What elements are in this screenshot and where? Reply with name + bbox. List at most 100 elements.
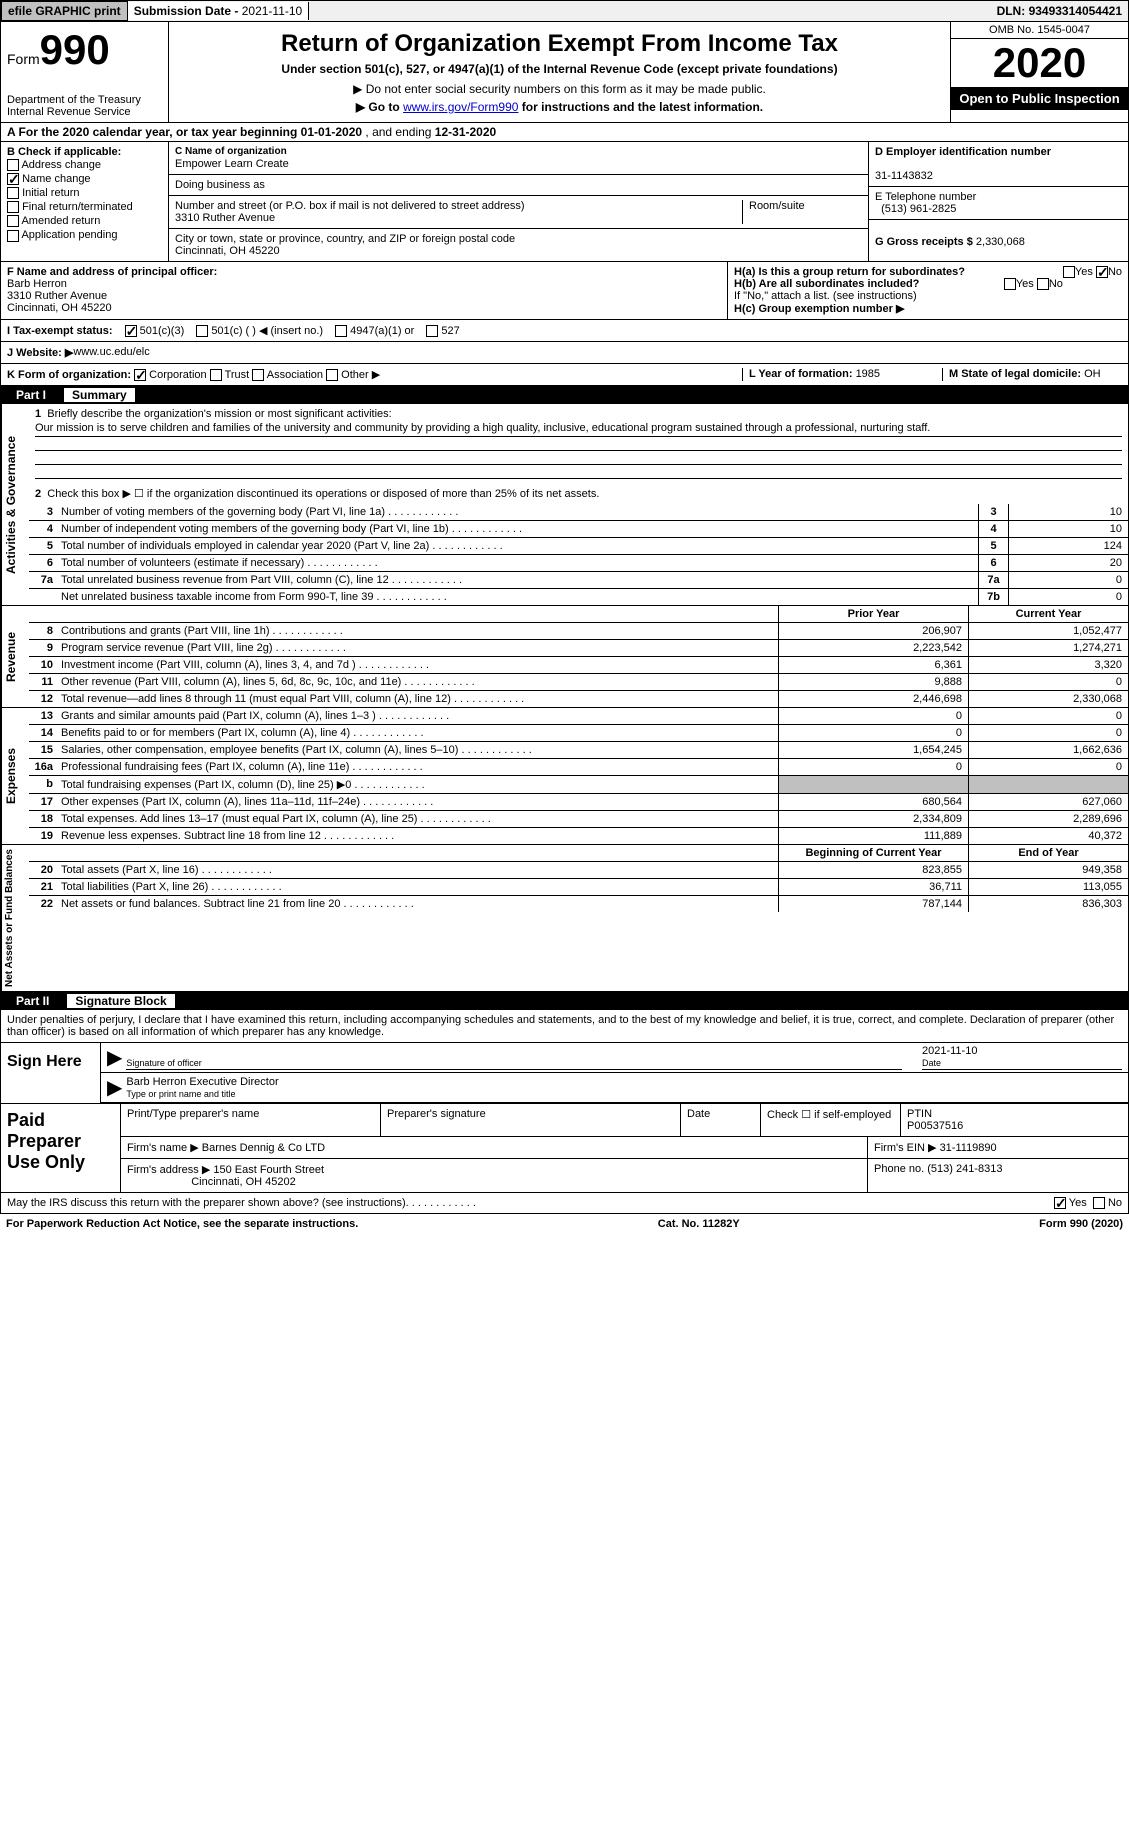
signature-block: Under penalties of perjury, I declare th… xyxy=(0,1010,1129,1214)
hb-yes: Yes xyxy=(1016,278,1034,290)
hb-yes-checkbox[interactable] xyxy=(1004,278,1016,290)
opt-assoc: Association xyxy=(267,369,323,381)
addr-label: Number and street (or P.O. box if mail i… xyxy=(175,200,525,212)
summary-line: 19Revenue less expenses. Subtract line 1… xyxy=(29,828,1128,844)
efile-print-button[interactable]: efile GRAPHIC print xyxy=(1,1,128,21)
irs-link[interactable]: www.irs.gov/Form990 xyxy=(403,100,518,114)
chk-final-return[interactable]: Final return/terminated xyxy=(7,200,162,214)
header-note-2: ▶ Go to www.irs.gov/Form990 for instruct… xyxy=(175,100,944,114)
prep-phone-label: Phone no. xyxy=(874,1163,927,1175)
check-self-employed: Check ☐ if self-employed xyxy=(761,1104,901,1136)
firm-name-label: Firm's name ▶ xyxy=(127,1142,202,1154)
summary-line: Net unrelated business taxable income fr… xyxy=(29,589,1128,605)
chk-assoc[interactable] xyxy=(252,369,264,381)
summary-line: 20Total assets (Part X, line 16)823,8559… xyxy=(29,862,1128,879)
omb-number: OMB No. 1545-0047 xyxy=(951,22,1128,39)
part-1-title: Summary xyxy=(64,388,135,402)
submission-date-label: Submission Date - xyxy=(134,4,242,18)
ha-no: No xyxy=(1108,266,1122,278)
chk-corp[interactable] xyxy=(134,369,146,381)
officer-group-row: F Name and address of principal officer:… xyxy=(0,262,1129,320)
officer-addr1: 3310 Ruther Avenue xyxy=(7,290,107,302)
chk-application-pending[interactable]: Application pending xyxy=(7,228,162,242)
firm-addr: 150 East Fourth Street xyxy=(213,1164,324,1176)
submission-date: Submission Date - 2021-11-10 xyxy=(128,2,310,20)
gross-receipts-value: 2,330,068 xyxy=(976,236,1025,248)
chk-final-return-label: Final return/terminated xyxy=(22,201,133,213)
summary-line: 7aTotal unrelated business revenue from … xyxy=(29,572,1128,589)
goto-prefix: ▶ Go to xyxy=(356,100,403,114)
part-1-number: Part I xyxy=(6,388,56,402)
summary-net-assets: Net Assets or Fund Balances Beginning of… xyxy=(0,845,1129,992)
part-2-number: Part II xyxy=(6,994,59,1008)
chk-501c[interactable] xyxy=(196,325,208,337)
firm-ein-label: Firm's EIN ▶ xyxy=(874,1142,940,1154)
summary-line: 10Investment income (Part VIII, column (… xyxy=(29,657,1128,674)
q1-text: Briefly describe the organization's miss… xyxy=(47,408,391,420)
tax-year: 2020 xyxy=(951,39,1128,87)
paid-preparer-label: Paid Preparer Use Only xyxy=(1,1104,121,1192)
chk-527[interactable] xyxy=(426,325,438,337)
officer-label: F Name and address of principal officer: xyxy=(7,266,217,278)
chk-application-pending-label: Application pending xyxy=(21,229,117,241)
chk-initial-return[interactable]: Initial return xyxy=(7,186,162,200)
opt-501c3: 501(c)(3) xyxy=(140,325,185,337)
ptin-label: PTIN xyxy=(907,1108,932,1120)
opt-other: Other ▶ xyxy=(341,369,380,381)
col-end-year: End of Year xyxy=(968,845,1128,861)
part-1-header: Part I Summary xyxy=(0,386,1129,404)
chk-initial-return-label: Initial return xyxy=(22,187,79,199)
phone-label: E Telephone number xyxy=(875,191,976,203)
discuss-no-checkbox[interactable] xyxy=(1093,1197,1105,1209)
tax-period-row: A For the 2020 calendar year, or tax yea… xyxy=(0,123,1129,142)
summary-line: 14Benefits paid to or for members (Part … xyxy=(29,725,1128,742)
summary-line: 11Other revenue (Part VIII, column (A), … xyxy=(29,674,1128,691)
ha-yes-checkbox[interactable] xyxy=(1063,266,1075,278)
prep-date-label: Date xyxy=(681,1104,761,1136)
city-value: Cincinnati, OH 45220 xyxy=(175,245,280,257)
street-address: 3310 Ruther Avenue xyxy=(175,212,275,224)
ha-no-checkbox[interactable] xyxy=(1096,266,1108,278)
chk-amended-return[interactable]: Amended return xyxy=(7,214,162,228)
address-cell: Number and street (or P.O. box if mail i… xyxy=(169,196,868,229)
vtab-expenses: Expenses xyxy=(1,708,29,844)
header-note-1: ▶ Do not enter social security numbers o… xyxy=(175,82,944,96)
chk-name-change[interactable]: Name change xyxy=(7,172,162,186)
part-2-header: Part II Signature Block xyxy=(0,992,1129,1010)
summary-expenses: Expenses 13Grants and similar amounts pa… xyxy=(0,708,1129,845)
part-2-title: Signature Block xyxy=(67,994,174,1008)
summary-line: bTotal fundraising expenses (Part IX, co… xyxy=(29,776,1128,794)
sign-here-row: Sign Here ▶ Signature of officer 2021-11… xyxy=(1,1042,1128,1103)
q2-text: Check this box ▶ ☐ if the organization d… xyxy=(47,488,599,500)
chk-other[interactable] xyxy=(326,369,338,381)
mission-blank-1 xyxy=(35,437,1122,451)
summary-governance: Activities & Governance 1 Briefly descri… xyxy=(0,404,1129,606)
vtab-revenue: Revenue xyxy=(1,606,29,707)
summary-line: 12Total revenue—add lines 8 through 11 (… xyxy=(29,691,1128,707)
col-current-year: Current Year xyxy=(968,606,1128,622)
year-formation: 1985 xyxy=(856,368,880,380)
group-return-box: H(a) Is this a group return for subordin… xyxy=(728,262,1128,319)
firm-city: Cincinnati, OH 45202 xyxy=(191,1176,296,1188)
entity-block: B Check if applicable: Address change Na… xyxy=(0,142,1129,262)
firm-addr-label: Firm's address ▶ xyxy=(127,1164,213,1176)
chk-amended-return-label: Amended return xyxy=(21,215,100,227)
chk-name-change-label: Name change xyxy=(22,173,91,185)
form-title: Return of Organization Exempt From Incom… xyxy=(175,26,944,62)
discuss-yes-checkbox[interactable] xyxy=(1054,1197,1066,1209)
chk-4947[interactable] xyxy=(335,325,347,337)
summary-revenue: Revenue Prior Year Current Year 8Contrib… xyxy=(0,606,1129,708)
gross-receipts-cell: G Gross receipts $ 2,330,068 xyxy=(869,220,1128,252)
chk-501c3[interactable] xyxy=(125,325,137,337)
officer-addr2: Cincinnati, OH 45220 xyxy=(7,302,112,314)
discuss-row: May the IRS discuss this return with the… xyxy=(1,1192,1128,1213)
sig-date-label: Date xyxy=(922,1058,941,1068)
summary-line: 17Other expenses (Part IX, column (A), l… xyxy=(29,794,1128,811)
dln: DLN: 93493314054421 xyxy=(991,2,1128,20)
row-i-label: I Tax-exempt status: xyxy=(7,325,113,337)
hb-no: No xyxy=(1049,278,1063,290)
chk-address-change[interactable]: Address change xyxy=(7,158,162,172)
goto-suffix: for instructions and the latest informat… xyxy=(518,100,763,114)
chk-trust[interactable] xyxy=(210,369,222,381)
hb-no-checkbox[interactable] xyxy=(1037,278,1049,290)
